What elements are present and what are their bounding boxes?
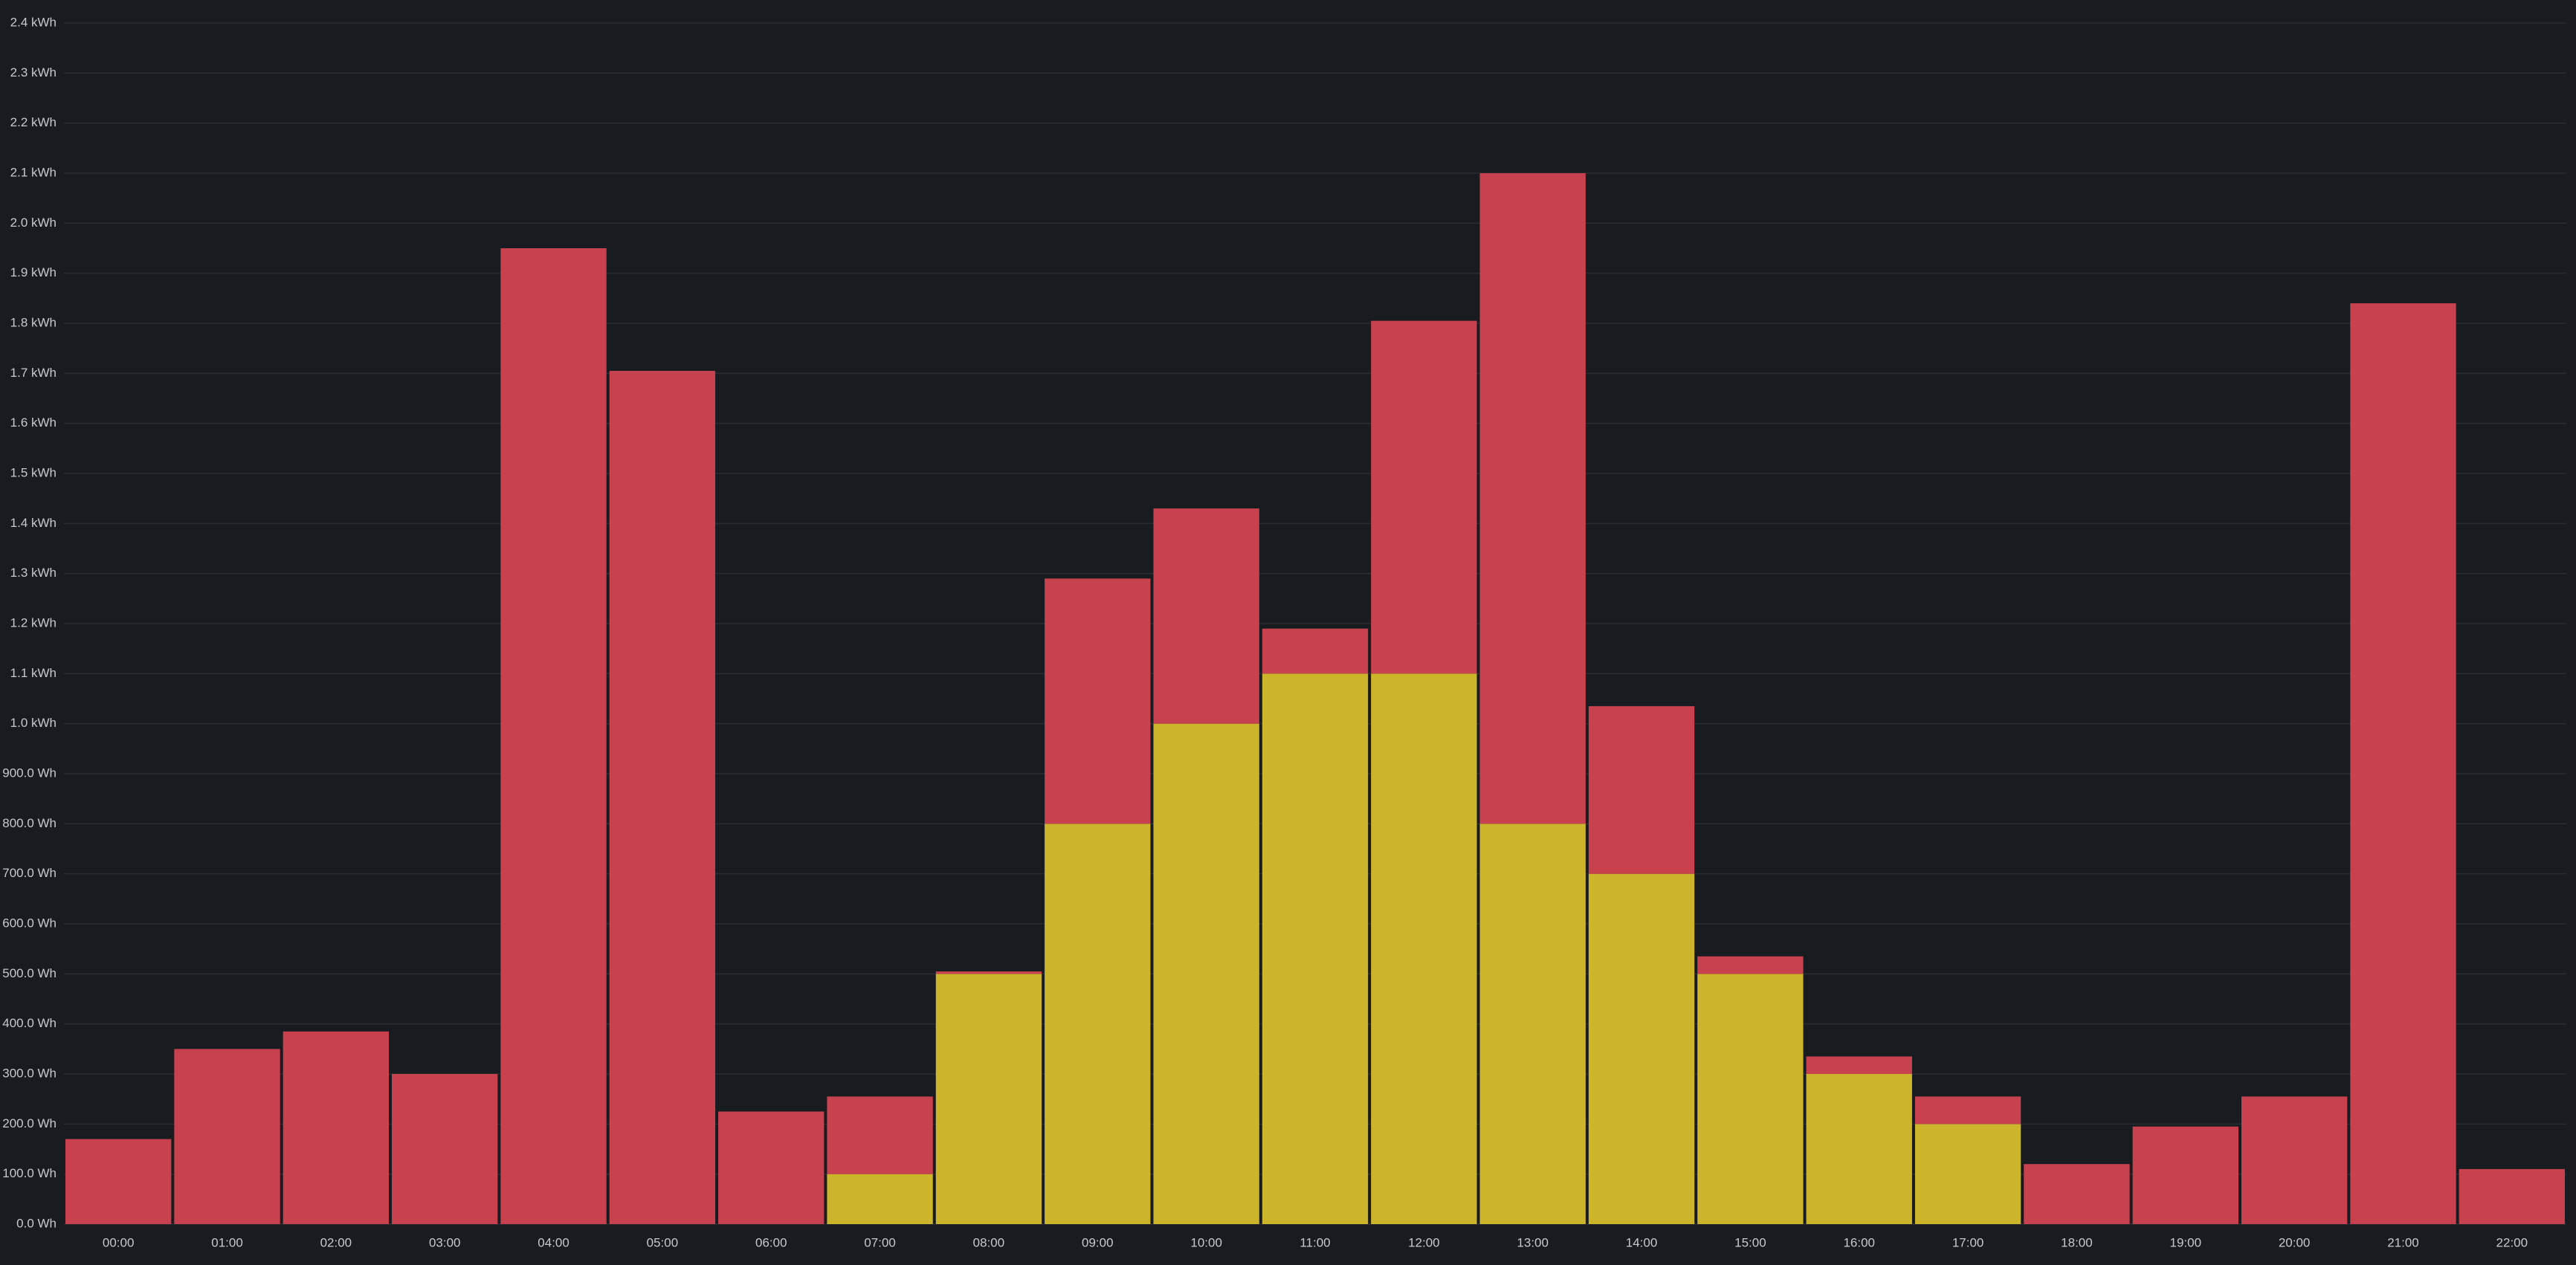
x-tick-label: 19:00 [2170,1235,2202,1249]
bar-segment [1153,723,1259,1224]
bar-segment [1914,1096,2021,1125]
y-tick-label: 1.0 kWh [10,716,57,730]
y-tick-label: 1.3 kWh [10,566,57,580]
y-tick-label: 2.4 kWh [10,15,57,29]
y-tick-label: 1.4 kWh [10,516,57,530]
bar-segment [1479,824,1586,1224]
bar-segment [1153,508,1259,724]
x-tick-label: 18:00 [2061,1235,2093,1249]
bar-segment [2024,1164,2130,1224]
bar-segment [609,370,716,1224]
bar-segment [1045,578,1151,824]
y-tick-label: 0.0 Wh [16,1216,57,1230]
y-tick-label: 300.0 Wh [2,1066,57,1080]
x-tick-label: 07:00 [864,1235,896,1249]
y-tick-label: 700.0 Wh [2,866,57,880]
x-tick-label: 12:00 [1408,1235,1440,1249]
y-tick-label: 900.0 Wh [2,766,57,780]
bar-segment [1262,673,1369,1224]
x-tick-label: 08:00 [973,1235,1005,1249]
bar-segment [1806,1056,1912,1074]
x-tick-label: 17:00 [1952,1235,1984,1249]
bar-segment [174,1049,280,1224]
y-tick-label: 1.5 kWh [10,465,57,479]
bar-segment [500,248,607,1224]
bar-segment [2132,1126,2238,1224]
x-tick-label: 21:00 [2387,1235,2419,1249]
bar-segment [1371,673,1477,1224]
y-tick-label: 200.0 Wh [2,1116,57,1130]
x-tick-label: 02:00 [320,1235,352,1249]
bar-segment [2459,1168,2565,1224]
y-tick-label: 1.1 kWh [10,666,57,680]
bar-segment [1371,320,1477,674]
bar-segment [2350,303,2456,1225]
x-tick-label: 00:00 [103,1235,135,1249]
x-tick-label: 09:00 [1082,1235,1114,1249]
bar-segment [1262,628,1369,674]
bar-segment [1806,1074,1912,1224]
bar-segment [827,1096,933,1174]
bar-segment [1697,974,1804,1224]
y-tick-label: 600.0 Wh [2,916,57,930]
x-tick-label: 10:00 [1190,1235,1222,1249]
y-tick-label: 800.0 Wh [2,816,57,830]
bar-segment [1588,706,1695,874]
y-tick-label: 1.2 kWh [10,615,57,630]
x-tick-label: 06:00 [755,1235,787,1249]
x-tick-label: 04:00 [538,1235,569,1249]
x-tick-label: 14:00 [1626,1235,1658,1249]
x-tick-label: 20:00 [2279,1235,2311,1249]
bar-segment [718,1111,824,1224]
y-tick-label: 2.3 kWh [10,65,57,80]
bar-segment [1914,1124,2021,1224]
x-tick-label: 05:00 [647,1235,679,1249]
bar-segment [935,971,1042,974]
x-tick-label: 16:00 [1843,1235,1875,1249]
bar-segment [2241,1096,2348,1224]
x-tick-label: 22:00 [2496,1235,2528,1249]
y-tick-label: 1.7 kWh [10,366,57,380]
bar-segment [827,1174,933,1224]
y-tick-label: 400.0 Wh [2,1016,57,1030]
y-tick-label: 500.0 Wh [2,966,57,980]
x-tick-label: 13:00 [1517,1235,1549,1249]
x-tick-label: 03:00 [429,1235,461,1249]
x-tick-label: 01:00 [211,1235,243,1249]
bar-segment [392,1074,498,1224]
bar-segment [65,1139,172,1224]
bar-segment [1045,824,1151,1224]
bar-segment [935,974,1042,1224]
bar-segment [1479,173,1586,824]
y-tick-label: 2.1 kWh [10,165,57,179]
bar-segment [1697,956,1804,974]
x-tick-label: 11:00 [1300,1235,1330,1249]
bar-segment [1588,873,1695,1224]
y-tick-label: 1.6 kWh [10,415,57,430]
y-tick-label: 1.9 kWh [10,265,57,279]
bar-segment [283,1031,390,1224]
y-tick-label: 2.2 kWh [10,115,57,129]
y-tick-label: 1.8 kWh [10,315,57,329]
x-tick-label: 15:00 [1734,1235,1766,1249]
y-tick-label: 100.0 Wh [2,1166,57,1180]
y-tick-label: 2.0 kWh [10,216,57,230]
